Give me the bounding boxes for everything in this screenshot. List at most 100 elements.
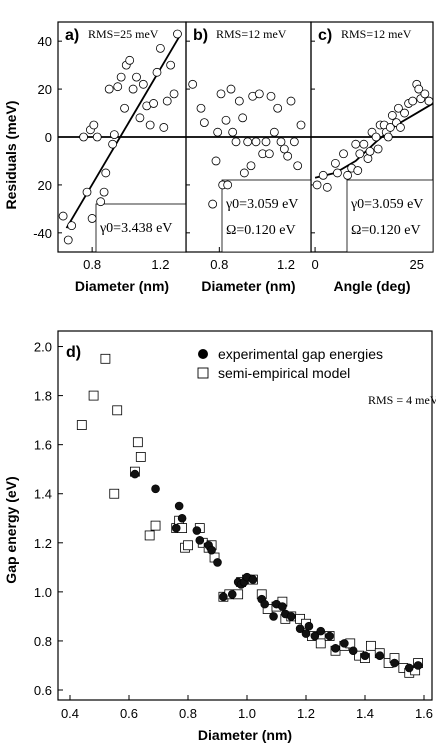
residual-point [226,84,236,94]
experimental-point [331,643,340,653]
residual-point [231,137,241,147]
experimental-point [413,661,423,670]
residual-point [221,115,231,125]
experimental-point [213,558,222,567]
legend-marker-model [197,367,209,379]
residual-point [149,99,158,108]
experimental-point [174,501,184,511]
model-point [109,488,120,499]
residual-point [400,108,409,118]
residual-point [92,132,102,142]
fit-parameter-text: γ0=3.059 eV [350,197,423,212]
x-tick-label: 1.6 [415,706,433,721]
experimental-point [192,526,202,535]
x-axis-label: Angle (deg) [334,278,411,294]
y-tick-label: 40 [38,34,52,49]
fit-parameter-box [95,203,187,253]
residual-point [408,96,418,106]
panel-a: a) RMS=25 meV 0.8 1.2 Diameter (nm) 40 20 0 20 -4… [33,21,187,294]
experimental-point [278,602,287,611]
residual-point [79,132,88,142]
fit-parameter-box [221,179,312,253]
y-tick-label: 0 [45,130,52,145]
residual-point [363,154,373,163]
residual-point [145,120,155,130]
model-point [88,390,99,401]
y-tick-label: -40 [33,226,52,241]
x-tick-label: 1.2 [277,257,295,272]
residual-point [199,118,209,128]
fit-parameter-text: Ω=0.120 eV [226,223,296,238]
residual-point [373,144,383,154]
gap-energy-axis-label: Gap energy (eV) [3,476,19,583]
y-tick-label: 1.2 [34,536,52,551]
residual-point [104,84,114,94]
residual-point [296,120,306,130]
panel-letter: c) [318,27,332,44]
residual-point [109,130,119,140]
residual-point [211,156,221,166]
residual-point [169,89,179,99]
experimental-point [340,639,349,648]
rms-annotation: RMS = 4 meV [368,393,436,407]
residual-point [246,161,256,171]
experimental-point [260,599,270,609]
residual-point [223,180,233,190]
residual-point [283,151,293,161]
residual-point [135,113,145,123]
y-tick-label: 1.0 [34,585,52,600]
residual-point [353,166,363,175]
residual-point [420,89,430,99]
residual-point [108,139,118,149]
residual-point [138,79,148,89]
x-tick-label: 1.0 [238,706,256,721]
experimental-point [151,484,160,494]
model-point [144,530,155,541]
residual-point [113,82,123,92]
rms-annotation: RMS=12 meV [341,27,412,41]
model-point [76,420,87,430]
residual-point [333,168,342,178]
residual-point [239,168,249,178]
experimental-point [301,629,311,638]
model-point [183,540,193,551]
x-tick-label: 1.2 [151,257,169,272]
residual-point [293,161,303,171]
y-tick-label: 1.6 [34,438,52,453]
panel-letter: d) [66,344,81,361]
y-tick-label: 1.4 [34,487,52,502]
residual-point [166,60,176,70]
residual-point [120,103,129,113]
legend-marker-experimental [198,349,208,359]
panel-letter: b) [193,27,208,44]
residual-point [125,55,135,65]
x-axis-label: Diameter (nm) [198,727,292,743]
residual-point [414,84,424,94]
residual-point [276,137,286,147]
residual-point [82,187,92,197]
residual-point [312,180,322,190]
residual-point [63,235,73,245]
rms-annotation: RMS=25 meV [88,27,159,41]
y-tick-label: 2.0 [34,340,52,355]
y-tick-label: 0.8 [34,634,52,649]
experimental-point [219,592,228,602]
panel-b: b) RMS=12 meV 0.8 1.2 Diameter (nm) γ0=3.059 … [185,21,312,294]
residual-point [251,137,261,147]
experimental-point [248,575,258,584]
x-tick-label: 0.4 [61,706,79,721]
experimental-point [325,631,334,641]
residual-point [116,72,126,82]
y-tick-label: 20 [38,178,52,193]
experimental-point [295,624,305,633]
residual-point [238,113,248,123]
residual-point [89,120,99,130]
residual-point [269,127,279,137]
residual-point [318,170,328,180]
fit-parameter-text: γ0=3.438 eV [99,221,172,236]
residual-point [394,103,403,113]
residual-point [196,103,206,113]
residual-point [128,84,138,94]
residual-point [365,146,375,156]
experimental-point [269,612,278,621]
